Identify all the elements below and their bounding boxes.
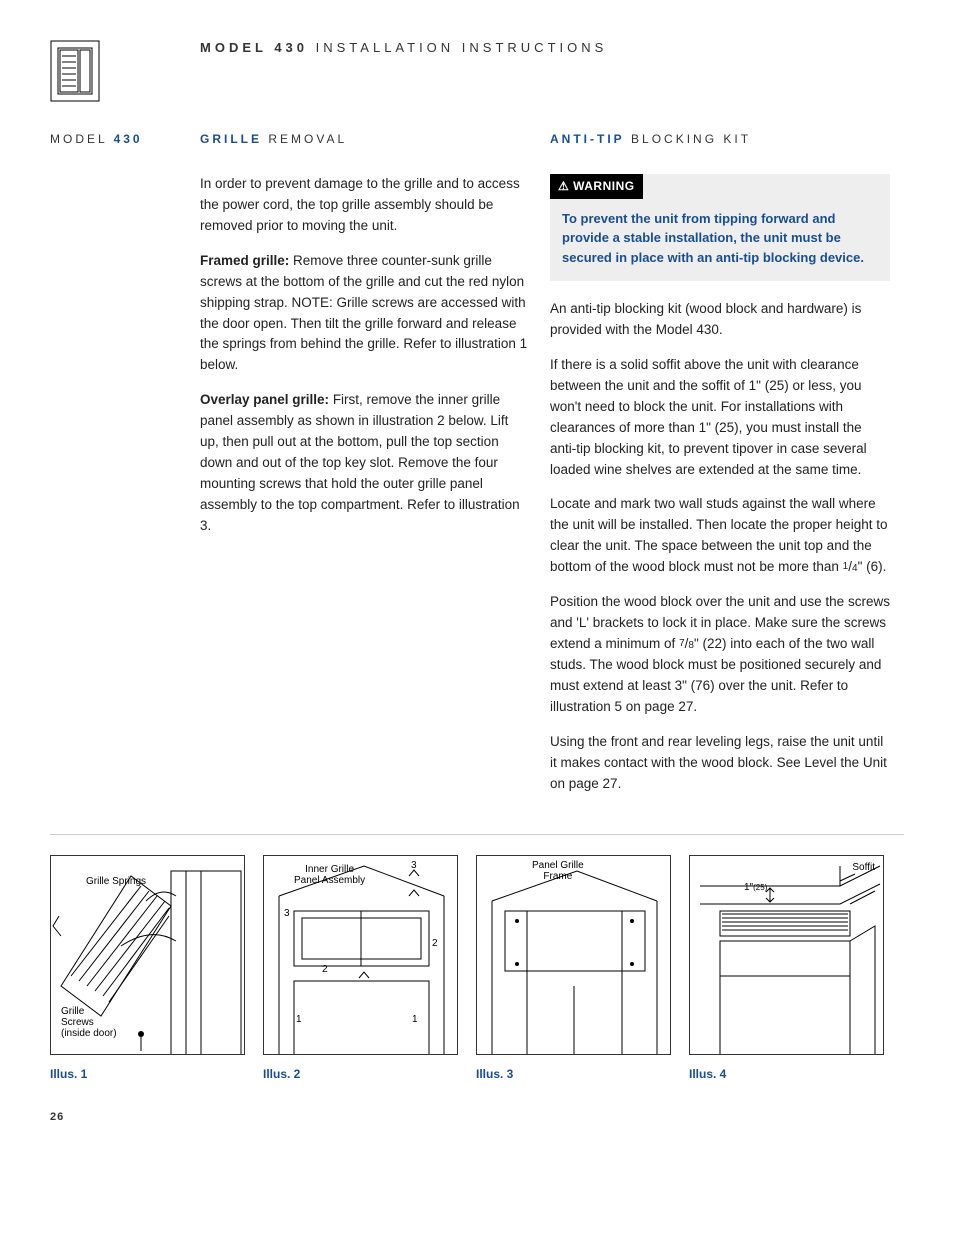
illus2-n1b: 1 — [412, 1014, 418, 1025]
illus2-n2a: 2 — [432, 938, 438, 949]
illus-3: Panel Grille Frame Illus. 3 — [476, 855, 671, 1081]
illus2-n2b: 2 — [322, 964, 328, 975]
illus-2-caption: Illus. 2 — [263, 1067, 458, 1081]
illus1-label-screws: Grille Screws (inside door) — [61, 1006, 117, 1039]
grille-p2-body: Remove three counter-sunk grille screws … — [200, 253, 527, 373]
grille-p2-lead: Framed grille: — [200, 253, 289, 268]
antitip-p5: Using the front and rear leveling legs, … — [550, 732, 890, 795]
illustration-row: Grille Springs Grille Screws (inside doo… — [50, 855, 904, 1081]
content-columns: In order to prevent damage to the grille… — [50, 174, 904, 808]
illus-1-caption: Illus. 1 — [50, 1067, 245, 1081]
grille-p3-lead: Overlay panel grille: — [200, 392, 329, 407]
model-number: 430 — [114, 132, 143, 146]
illus-4: Soffit 1"(25) Illus. 4 — [689, 855, 884, 1081]
warning-text: To prevent the unit from tipping forward… — [550, 199, 890, 268]
antitip-p2: If there is a solid soffit above the uni… — [550, 355, 890, 481]
illus-3-caption: Illus. 3 — [476, 1067, 671, 1081]
page-number: 26 — [50, 1111, 904, 1123]
antitip-p4: Position the wood block over the unit an… — [550, 592, 890, 718]
warning-head: ⚠ WARNING — [550, 174, 643, 199]
grille-p1: In order to prevent damage to the grille… — [200, 174, 530, 237]
model-prefix: MODEL — [50, 132, 107, 146]
header-rest: INSTALLATION INSTRUCTIONS — [316, 40, 608, 55]
section-accent-right: ANTI-TIP — [550, 132, 625, 146]
illus4-soffit: Soffit — [852, 862, 875, 873]
grille-p3: Overlay panel grille: First, remove the … — [200, 390, 530, 536]
grille-column: In order to prevent damage to the grille… — [200, 174, 530, 808]
illus-4-caption: Illus. 4 — [689, 1067, 884, 1081]
illus2-label-assembly: Inner Grille Panel Assembly — [294, 864, 365, 886]
illus-4-frame: Soffit 1"(25) — [689, 855, 884, 1055]
illus2-n3b: 3 — [284, 908, 290, 919]
divider — [50, 834, 904, 835]
illus2-n1a: 1 — [296, 1014, 302, 1025]
section-accent-left: GRILLE — [200, 132, 262, 146]
illus2-n3a: 3 — [411, 860, 417, 871]
subheader-row: MODEL 430 GRILLE REMOVAL ANTI-TIP BLOCKI… — [50, 132, 904, 146]
illus3-label: Panel Grille Frame — [532, 860, 584, 882]
illus1-label-springs: Grille Springs — [86, 876, 146, 887]
warning-box: ⚠ WARNING To prevent the unit from tippi… — [550, 174, 890, 281]
header-model: MODEL 430 — [200, 40, 308, 55]
illus-1-frame: Grille Springs Grille Screws (inside doo… — [50, 855, 245, 1055]
illus-2: Inner Grille Panel Assembly 3 3 2 2 1 1 … — [263, 855, 458, 1081]
illus-3-frame: Panel Grille Frame — [476, 855, 671, 1055]
grille-p3-body: First, remove the inner grille panel ass… — [200, 392, 520, 533]
illus4-dim: 1"(25) — [744, 882, 767, 893]
section-rest-right: BLOCKING KIT — [631, 132, 751, 146]
section-title-antitip: ANTI-TIP BLOCKING KIT — [550, 132, 900, 146]
antitip-column: ⚠ WARNING To prevent the unit from tippi… — [550, 174, 890, 808]
antitip-p3: Locate and mark two wall studs against t… — [550, 494, 890, 578]
antitip-p1: An anti-tip blocking kit (wood block and… — [550, 299, 890, 341]
illus-2-frame: Inner Grille Panel Assembly 3 3 2 2 1 1 — [263, 855, 458, 1055]
illus-1: Grille Springs Grille Screws (inside doo… — [50, 855, 245, 1081]
section-rest-left: REMOVAL — [268, 132, 347, 146]
grille-p2: Framed grille: Remove three counter-sunk… — [200, 251, 530, 377]
header-title: MODEL 430 INSTALLATION INSTRUCTIONS — [200, 40, 607, 55]
section-title-grille: GRILLE REMOVAL — [200, 132, 550, 146]
page-header: MODEL 430 INSTALLATION INSTRUCTIONS — [50, 40, 904, 102]
brand-logo — [50, 40, 100, 102]
model-label: MODEL 430 — [50, 132, 200, 146]
